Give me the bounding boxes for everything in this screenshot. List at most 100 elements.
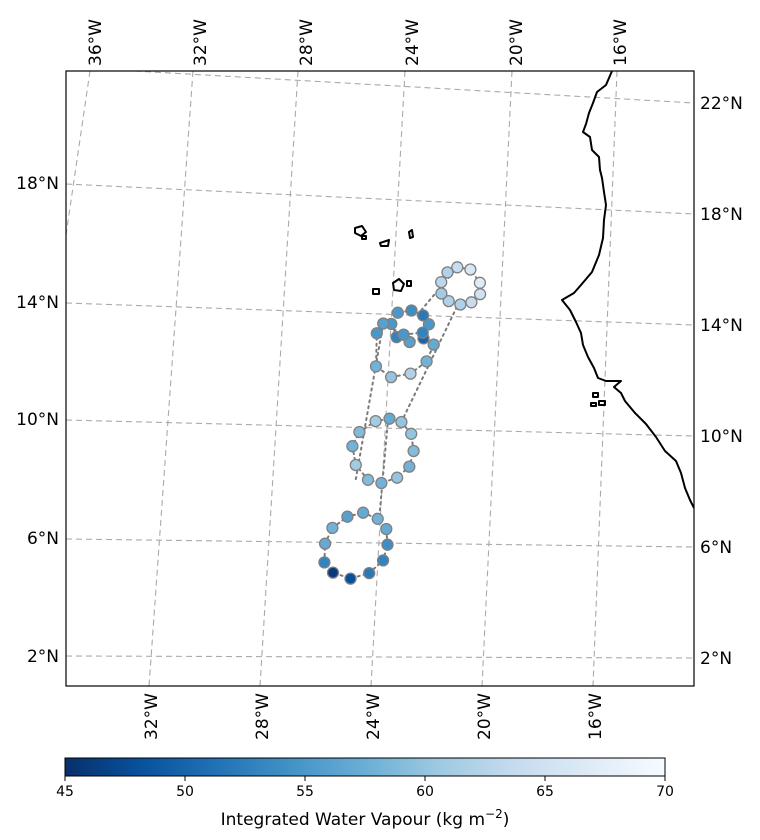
right-lat-label-2n: 2°N bbox=[700, 649, 732, 669]
parallel-10n bbox=[66, 419, 694, 437]
island-bijagos-2 bbox=[598, 400, 606, 406]
island-bijagos-3 bbox=[590, 402, 597, 407]
right-lat-label-22n: 22°N bbox=[700, 94, 743, 114]
top-lon-label-28w: 28°W bbox=[297, 19, 317, 66]
dropsonde-marker-1-10 bbox=[464, 263, 477, 276]
coastlines bbox=[354, 71, 694, 509]
left-latitude-labels: 18°N 14°N 10°N 6°N 2°N bbox=[16, 174, 59, 667]
gridlines bbox=[66, 71, 694, 686]
island-sao-vicente bbox=[361, 235, 367, 240]
island-bijagos-1 bbox=[592, 392, 599, 398]
top-longitude-labels: 36°W 32°W 28°W 24°W 20°W 16°W bbox=[86, 19, 631, 66]
colorbar-tick-label-60: 60 bbox=[416, 784, 434, 800]
dropsonde-marker-3-9 bbox=[370, 327, 383, 340]
bottom-lon-label-20w: 20°W bbox=[475, 693, 495, 740]
right-latitude-labels: 22°N 18°N 14°N 10°N 6°N 2°N bbox=[700, 94, 743, 669]
meridian-32w bbox=[148, 71, 194, 686]
dropsonde-marker-3-3 bbox=[416, 326, 429, 339]
bottom-lon-label-32w: 32°W bbox=[142, 693, 162, 740]
dropsonde-marker-3-5 bbox=[420, 355, 433, 368]
dropsonde-marker-4-10 bbox=[353, 425, 366, 439]
right-lat-label-10n: 10°N bbox=[700, 427, 743, 447]
colorbar-tick-label-70: 70 bbox=[656, 784, 674, 800]
dropsonde-marker-1-5 bbox=[442, 294, 455, 308]
dropsonde-marker-3-4 bbox=[427, 338, 440, 351]
dropsonde-marker-2-8 bbox=[416, 309, 430, 322]
dropsonde-marker-5-4 bbox=[381, 538, 394, 551]
dropsonde-marker-5-3 bbox=[380, 522, 393, 536]
dropsonde-marker-4-6 bbox=[375, 476, 388, 490]
dropsonde-marker-4-3 bbox=[407, 444, 420, 458]
colorbar-label: Integrated Water Vapour (kg m−2) bbox=[221, 807, 510, 830]
dropsonde-marker-3-2 bbox=[397, 328, 410, 341]
dropsonde-marker-1-4 bbox=[454, 298, 467, 311]
top-lon-label-16w: 16°W bbox=[611, 19, 631, 66]
dropsonde-marker-5-2 bbox=[371, 512, 384, 525]
right-lat-label-6n: 6°N bbox=[700, 538, 732, 558]
dropsonde-marker-3-1 bbox=[377, 317, 390, 330]
dropsonde-marker-4-4 bbox=[403, 460, 416, 473]
dropsonde-marker-2-6 bbox=[391, 306, 404, 319]
colorbar-tick-label-55: 55 bbox=[296, 784, 314, 800]
dropsonde-marker-5-7 bbox=[344, 572, 357, 585]
top-lon-label-32w: 32°W bbox=[191, 19, 211, 66]
left-lat-label-2n: 2°N bbox=[27, 647, 59, 667]
parallel-2n bbox=[66, 655, 694, 659]
dropsonde-marker-1-3 bbox=[465, 296, 478, 309]
dropsonde-marker-4-7 bbox=[361, 473, 375, 486]
dropsonde-marker-1-9 bbox=[451, 261, 464, 274]
meridian-20w bbox=[481, 71, 513, 686]
bottom-lon-label-24w: 24°W bbox=[364, 693, 384, 740]
dropsonde-marker-5-9 bbox=[318, 556, 331, 569]
colorbar-tick-label-50: 50 bbox=[176, 784, 194, 800]
circle-track-3 bbox=[374, 322, 435, 379]
island-boa-vista bbox=[392, 278, 405, 292]
dropsonde-marker-1-2 bbox=[473, 288, 487, 301]
top-lon-label-24w: 24°W bbox=[403, 19, 423, 66]
dropsonde-marker-5-8 bbox=[326, 566, 340, 579]
dropsonde-marker-2-7 bbox=[405, 304, 418, 317]
dropsonde-marker-1-7 bbox=[435, 275, 448, 289]
island-maio bbox=[406, 280, 412, 287]
parallel-22n bbox=[134, 71, 694, 104]
meridian-28w bbox=[259, 71, 299, 686]
colorbar: 45 50 55 60 65 70 Integrated Water Vapou… bbox=[56, 757, 674, 830]
dropsonde-marker-5-5 bbox=[376, 554, 390, 567]
colorbar-gradient bbox=[64, 757, 666, 777]
dropsonde-marker-4-2 bbox=[405, 427, 418, 440]
dropsonde-marker-1-6 bbox=[435, 287, 448, 300]
bottom-lon-label-28w: 28°W bbox=[253, 693, 273, 740]
meridian-16w bbox=[592, 71, 618, 686]
right-lat-label-18n: 18°N bbox=[700, 205, 743, 225]
island-fogo bbox=[372, 288, 380, 295]
colorbar-tick-labels: 45 50 55 60 65 70 bbox=[56, 784, 674, 800]
dropsonde-marker-5-1 bbox=[356, 506, 370, 519]
dropsonde-marker-3-8 bbox=[369, 360, 383, 373]
island-sao-nicolau bbox=[379, 239, 390, 247]
meridian-24w bbox=[370, 71, 406, 686]
dropsonde-marker-4-5 bbox=[390, 471, 404, 484]
dropsonde-marker-4-8 bbox=[349, 458, 362, 472]
colorbar-label-main: Integrated Water Vapour (kg m bbox=[221, 810, 485, 830]
meridian-36w bbox=[66, 71, 91, 236]
dropsonde-markers bbox=[318, 261, 487, 585]
transit-leg-4 bbox=[354, 322, 385, 482]
dropsonde-marker-1-1 bbox=[473, 276, 487, 289]
dropsonde-marker-5-6 bbox=[363, 566, 376, 580]
dropsonde-marker-5-11 bbox=[326, 521, 339, 535]
dropsonde-marker-4-9 bbox=[346, 440, 359, 453]
dropsonde-marker-3-7 bbox=[384, 370, 398, 384]
bottom-lon-label-16w: 16°W bbox=[586, 693, 606, 740]
parallel-18n bbox=[66, 183, 694, 215]
colorbar-tick-label-65: 65 bbox=[536, 784, 554, 800]
dropsonde-marker-4-11 bbox=[369, 414, 382, 428]
parallel-14n bbox=[66, 302, 694, 326]
left-lat-label-18n: 18°N bbox=[16, 174, 59, 194]
map-frame-background bbox=[66, 71, 694, 686]
transit-leg-3 bbox=[378, 417, 390, 515]
left-lat-label-6n: 6°N bbox=[27, 529, 59, 549]
top-lon-label-36w: 36°W bbox=[86, 19, 106, 66]
dropsonde-marker-2-1 bbox=[422, 318, 436, 331]
island-santo-antao bbox=[354, 225, 367, 237]
